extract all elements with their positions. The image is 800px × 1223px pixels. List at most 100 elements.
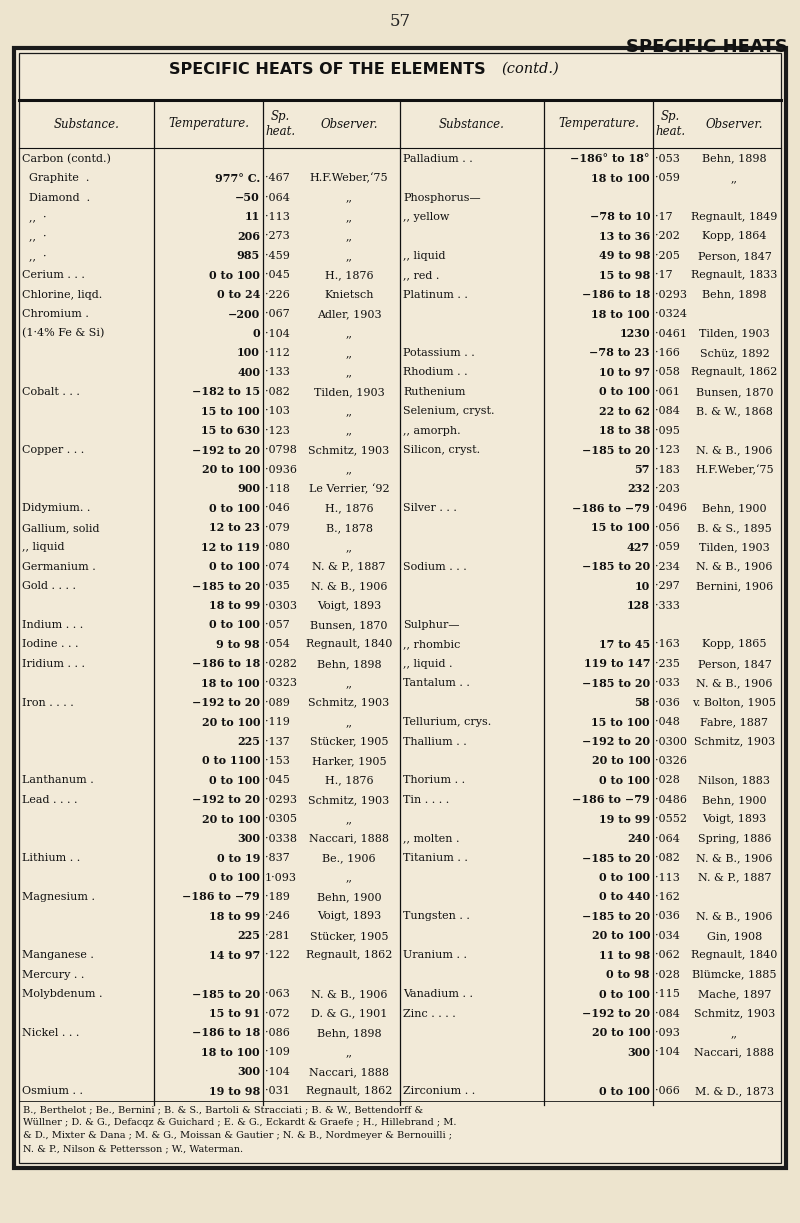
Text: Schmitz, 1903: Schmitz, 1903 [694, 736, 775, 746]
Text: ·104: ·104 [655, 1047, 680, 1058]
Text: ·0323: ·0323 [265, 679, 297, 689]
Text: Person, 1847: Person, 1847 [698, 251, 771, 260]
Text: ·119: ·119 [265, 717, 290, 728]
Text: N. & P., 1887: N. & P., 1887 [312, 561, 386, 571]
Text: Chlorine, liqd.: Chlorine, liqd. [22, 290, 102, 300]
Text: ·205: ·205 [655, 251, 680, 260]
Text: 11 to 98: 11 to 98 [599, 950, 650, 961]
Text: Gold . . . .: Gold . . . . [22, 581, 76, 591]
Text: ·17: ·17 [655, 270, 673, 280]
Text: ,,  ·: ,, · [22, 251, 46, 260]
Text: Regnault, 1862: Regnault, 1862 [306, 950, 392, 960]
Text: ·153: ·153 [265, 756, 290, 766]
Text: ·0293: ·0293 [265, 795, 297, 805]
Text: ,,: ,, [731, 1029, 738, 1038]
Text: Sodium . . .: Sodium . . . [403, 561, 466, 571]
Text: ·0303: ·0303 [265, 600, 297, 610]
Text: ·0486: ·0486 [655, 795, 687, 805]
Text: ·062: ·062 [655, 950, 680, 960]
Text: Sp.
heat.: Sp. heat. [266, 110, 295, 138]
Text: −200: −200 [228, 308, 260, 319]
Text: Sulphur—: Sulphur— [403, 620, 459, 630]
Text: 1·093: 1·093 [265, 872, 297, 883]
Text: ·054: ·054 [265, 640, 290, 649]
Text: Adler, 1903: Adler, 1903 [317, 309, 382, 319]
Text: Spring, 1886: Spring, 1886 [698, 834, 771, 844]
Text: Phosphorus—: Phosphorus— [403, 192, 481, 203]
Text: 1230: 1230 [619, 328, 650, 339]
Text: −185 to 20: −185 to 20 [192, 988, 260, 999]
Text: Molybdenum .: Molybdenum . [22, 989, 102, 999]
Text: ·063: ·063 [265, 989, 290, 999]
Text: 0 to 1100: 0 to 1100 [202, 756, 260, 767]
Text: ·033: ·033 [655, 679, 680, 689]
Text: Titanium . .: Titanium . . [403, 854, 468, 863]
Text: ·057: ·057 [265, 620, 290, 630]
Text: 0 to 19: 0 to 19 [217, 852, 260, 863]
Text: 15 to 91: 15 to 91 [209, 1008, 260, 1019]
Text: v. Bolton, 1905: v. Bolton, 1905 [693, 697, 777, 708]
Text: ,,: ,, [346, 426, 353, 435]
Text: 18 to 100: 18 to 100 [591, 172, 650, 183]
Text: Schmitz, 1903: Schmitz, 1903 [308, 795, 390, 805]
Text: 57: 57 [634, 464, 650, 475]
Text: Vanadium . .: Vanadium . . [403, 989, 473, 999]
Text: ·0282: ·0282 [265, 659, 297, 669]
Text: Stücker, 1905: Stücker, 1905 [310, 931, 388, 940]
Text: ·046: ·046 [265, 504, 290, 514]
Text: ,,: ,, [346, 329, 353, 339]
Text: −78 to 10: −78 to 10 [590, 212, 650, 223]
Text: ·0936: ·0936 [265, 465, 297, 475]
Text: 18 to 99: 18 to 99 [209, 600, 260, 612]
Text: Uranium . .: Uranium . . [403, 950, 467, 960]
Text: ·082: ·082 [265, 386, 290, 396]
Text: 0 to 100: 0 to 100 [209, 872, 260, 883]
Text: ·059: ·059 [655, 174, 680, 183]
Text: −186 to −79: −186 to −79 [182, 892, 260, 903]
Text: ·059: ·059 [655, 542, 680, 553]
Text: Carbon (contd.): Carbon (contd.) [22, 154, 111, 164]
Text: Regnault, 1840: Regnault, 1840 [306, 640, 392, 649]
Text: Palladium . .: Palladium . . [403, 154, 473, 164]
Text: ·281: ·281 [265, 931, 290, 940]
Text: 15 to 98: 15 to 98 [598, 270, 650, 281]
Text: 19 to 99: 19 to 99 [598, 813, 650, 824]
Text: ·123: ·123 [655, 445, 680, 455]
Text: −185 to 20: −185 to 20 [192, 581, 260, 592]
Text: ·095: ·095 [655, 426, 680, 435]
Text: ·072: ·072 [265, 1009, 290, 1019]
Text: Behn, 1898: Behn, 1898 [702, 290, 767, 300]
Text: ·074: ·074 [265, 561, 290, 571]
Text: N. & B., 1906: N. & B., 1906 [310, 581, 387, 591]
Text: SPECIFIC HEATS OF THE ELEMENTS: SPECIFIC HEATS OF THE ELEMENTS [169, 62, 491, 77]
Text: ·0326: ·0326 [655, 756, 687, 766]
Text: ·0496: ·0496 [655, 504, 687, 514]
Text: Regnault, 1833: Regnault, 1833 [691, 270, 778, 280]
Text: ,,: ,, [346, 542, 353, 553]
Text: −185 to 20: −185 to 20 [582, 445, 650, 456]
Text: 100: 100 [237, 347, 260, 358]
Text: ·226: ·226 [265, 290, 290, 300]
Text: ·089: ·089 [265, 697, 290, 708]
Text: 206: 206 [237, 231, 260, 242]
Text: Tilden, 1903: Tilden, 1903 [699, 329, 770, 339]
Text: 300: 300 [237, 1066, 260, 1077]
Text: Copper . . .: Copper . . . [22, 445, 84, 455]
Text: ·034: ·034 [655, 931, 680, 940]
Text: ·035: ·035 [265, 581, 290, 591]
Text: ·048: ·048 [655, 717, 680, 728]
Text: Sp.
heat.: Sp. heat. [655, 110, 686, 138]
Text: ,,  ·: ,, · [22, 212, 46, 223]
Text: Iridium . . .: Iridium . . . [22, 659, 85, 669]
Text: Magnesium .: Magnesium . [22, 892, 95, 903]
Text: B. & S., 1895: B. & S., 1895 [697, 523, 772, 533]
Text: Observer.: Observer. [320, 117, 378, 131]
Text: Le Verrier, ‘92: Le Verrier, ‘92 [309, 484, 390, 494]
Text: ,,: ,, [346, 465, 353, 475]
Text: ·113: ·113 [265, 212, 290, 223]
Text: ·080: ·080 [265, 542, 290, 553]
Text: Fabre, 1887: Fabre, 1887 [701, 717, 769, 728]
Text: 15 to 100: 15 to 100 [202, 406, 260, 417]
Text: −186 to 18: −186 to 18 [192, 1027, 260, 1038]
Text: Lanthanum .: Lanthanum . [22, 775, 94, 785]
